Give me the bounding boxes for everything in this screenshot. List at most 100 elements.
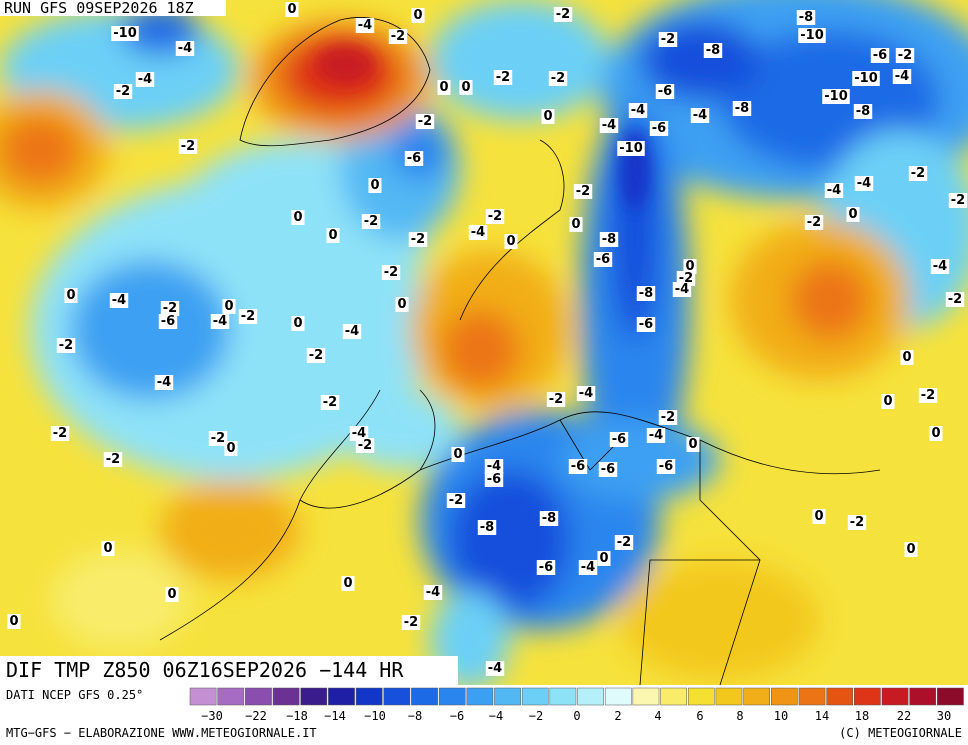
contour-label-box <box>852 71 880 86</box>
contour-label-box <box>881 394 895 409</box>
contour-label-box <box>411 8 425 23</box>
contour-label-box <box>658 410 678 425</box>
contour-label: -8 <box>602 232 616 247</box>
contour-label-box <box>895 48 915 63</box>
colorbar-swatch <box>577 687 604 706</box>
contour-label: -2 <box>358 438 372 453</box>
contour-label-box <box>109 293 129 308</box>
contour-label-box <box>609 432 629 447</box>
contour-label: -8 <box>706 43 720 58</box>
contour-label-box <box>326 228 340 243</box>
contour-label-box <box>599 118 619 133</box>
contour-label-box <box>649 121 669 136</box>
contour-label: 0 <box>103 541 112 556</box>
contour-label-box <box>929 426 943 441</box>
colorbar-swatch <box>604 687 632 706</box>
contour-label-box <box>437 80 451 95</box>
contour-label: -2 <box>241 309 255 324</box>
contour-label: -2 <box>53 426 67 441</box>
contour-label: -6 <box>652 121 666 136</box>
contour-label: -8 <box>735 101 749 116</box>
contour-label: -2 <box>59 338 73 353</box>
contour-label: -8 <box>639 286 653 301</box>
contour-label-box <box>686 437 700 452</box>
contour-label-box <box>349 426 369 441</box>
contour-label: -4 <box>178 41 192 56</box>
contour-label: 0 <box>688 437 697 452</box>
contour-label: -2 <box>309 348 323 363</box>
colorbar-swatch <box>300 687 328 706</box>
contour-label-box <box>930 259 950 274</box>
contour-label-box <box>892 69 912 84</box>
colorbar-swatch <box>494 687 521 706</box>
contour-label: -2 <box>551 71 565 86</box>
contour-label-box <box>614 535 634 550</box>
contour-label: 0 <box>413 8 422 23</box>
colorbar-swatch <box>383 687 411 706</box>
contour-label: -4 <box>352 426 366 441</box>
contour-label-box <box>908 166 928 181</box>
contour-label-box <box>361 214 381 229</box>
colorbar-label: 4 <box>654 709 661 723</box>
contour-label-box <box>154 375 174 390</box>
colorbar-label: −30 <box>201 709 223 723</box>
contour-label: 0 <box>328 228 337 243</box>
contour-label-box <box>423 585 443 600</box>
contour-label-box <box>165 587 179 602</box>
contour-label-box <box>64 288 78 303</box>
contour-label: 0 <box>848 207 857 222</box>
contour-label: -2 <box>898 48 912 63</box>
contour-label-box <box>7 614 21 629</box>
contour-label: -4 <box>488 661 502 676</box>
colorbar-swatch <box>438 687 466 706</box>
contour-label-box <box>822 89 850 104</box>
contour-label: -2 <box>948 292 962 307</box>
contour-label: 0 <box>167 587 176 602</box>
colorbar-label: −14 <box>324 709 346 723</box>
contour-label-box <box>103 452 123 467</box>
contour-label-box <box>573 184 593 199</box>
contour-label-box <box>732 101 752 116</box>
contour-label-box <box>597 551 611 566</box>
contour-label-box <box>113 84 133 99</box>
contour-label: -2 <box>404 615 418 630</box>
colorbar-swatch <box>272 687 300 706</box>
contour-label: -2 <box>807 215 821 230</box>
colorbar-label: 14 <box>815 709 829 723</box>
contour-label-box <box>291 210 305 225</box>
colorbar-label: −22 <box>245 709 267 723</box>
contour-label: -6 <box>487 472 501 487</box>
contour-label: -2 <box>364 214 378 229</box>
contour-label-box <box>824 183 844 198</box>
temperature-field <box>0 0 968 685</box>
contour-label-box <box>504 234 518 249</box>
colorbar-swatch <box>826 687 854 706</box>
contour-label-box <box>568 459 588 474</box>
contour-label-box <box>656 459 676 474</box>
contour-label: -2 <box>418 114 432 129</box>
contour-label-box <box>175 41 195 56</box>
contour-label-box <box>320 395 340 410</box>
contour-label: -2 <box>921 388 935 403</box>
contour-label-box <box>368 178 382 193</box>
title-box <box>0 656 458 685</box>
contour-label-box <box>484 459 504 474</box>
contour-label: 0 <box>461 80 470 95</box>
contour-label-box <box>703 43 723 58</box>
contour-label-box <box>599 232 619 247</box>
contour-label-box <box>446 493 466 508</box>
contour-label-box <box>210 314 230 329</box>
colorbar-label: 2 <box>614 709 621 723</box>
colorbar-label: 18 <box>855 709 869 723</box>
contour-label-box <box>101 541 115 556</box>
contour-label: -4 <box>345 324 359 339</box>
contour-label: 0 <box>883 394 892 409</box>
contour-label-box <box>493 70 513 85</box>
contour-labels: -10-4-4-2-4-20 -2 -8-10-2-8 -6 -2-10 -4-2 -20 0… <box>7 2 968 676</box>
colorbar-swatch <box>245 687 272 706</box>
colorbar-label: −4 <box>489 709 503 723</box>
contour-label: 0 <box>506 234 515 249</box>
contour-label-box <box>355 438 375 453</box>
contour-label: 0 <box>571 217 580 232</box>
